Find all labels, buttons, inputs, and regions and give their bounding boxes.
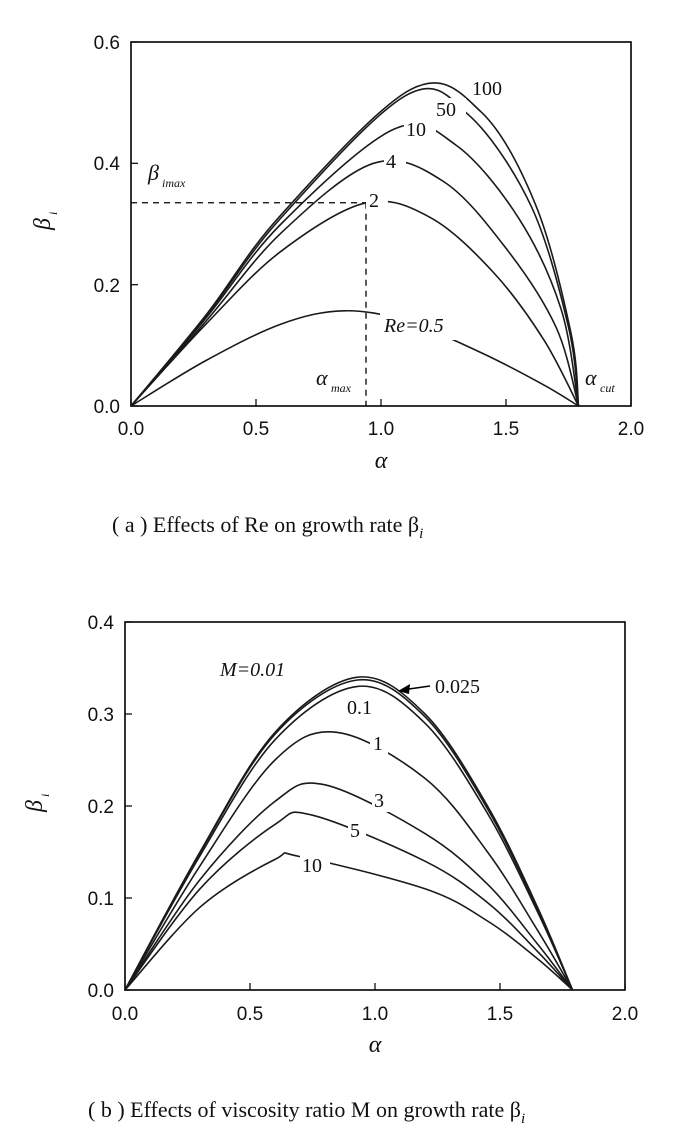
series-re-4-line <box>130 159 580 407</box>
chart-a-ytick-label: 0.2 <box>94 276 120 297</box>
series-label-2: 2 <box>369 190 379 212</box>
label-gap <box>300 853 330 877</box>
alpha-cut-subscript: cut <box>600 381 615 395</box>
series-label-0.025: 0.025 <box>435 676 480 698</box>
series-label-100: 100 <box>472 78 502 100</box>
series-label-re-0.5-text: Re=0.5 <box>383 315 444 337</box>
series-re-10-line <box>130 123 580 407</box>
alpha-cut-symbol: α <box>585 365 597 390</box>
chart-a-caption-subscript: i <box>419 526 423 542</box>
label-gap <box>404 118 436 142</box>
chart-b-ytick-label: 0.3 <box>88 705 114 726</box>
chart-a-y-axis-label: β i <box>30 212 60 231</box>
chart-a-xtick-label: 1.5 <box>493 419 519 440</box>
chart-b-y-axis-label: β i <box>22 794 52 813</box>
series-label-0.1: 0.1 <box>347 697 372 719</box>
series-m-1-line <box>124 730 574 991</box>
series-re-100-line <box>130 82 580 407</box>
label-gap <box>384 150 406 174</box>
label-gap <box>366 190 388 212</box>
chart-b-x-axis-label: α <box>369 1032 382 1058</box>
chart-a-x-axis-label: α <box>375 448 388 474</box>
chart-b-xtick-label: 1.0 <box>362 1004 388 1025</box>
series-label-3: 3 <box>374 790 384 812</box>
chart-a-ticks <box>130 41 632 407</box>
series-label-5: 5 <box>350 820 360 842</box>
chart-a-ytick-label: 0.4 <box>94 154 121 175</box>
series-m-0.025-line <box>124 678 574 991</box>
chart-a-xtick-label: 0.5 <box>243 419 269 440</box>
chart-b-xtick-label: 0.5 <box>237 1004 263 1025</box>
chart-b: 0.0 0.5 1.0 1.5 2.0 0.0 0.1 0.2 0.3 0.4 … <box>22 613 638 1127</box>
series-label-m-0.01: M=0.01 <box>219 659 285 681</box>
leader-arrow-0.025 <box>398 684 410 694</box>
chart-b-caption-text: ( b ) Effects of viscosity ratio M on gr… <box>88 1097 521 1122</box>
chart-a-y-axis-label-subscript: i <box>46 212 60 215</box>
chart-b-caption: ( b ) Effects of viscosity ratio M on gr… <box>88 1097 525 1127</box>
series-label-re-0.5: Re=0.5 <box>383 315 444 337</box>
chart-b-ytick-label: 0.1 <box>88 889 114 910</box>
chart-a: 0.0 0.5 1.0 1.5 2.0 0.0 0.2 0.4 0.6 α β … <box>30 33 644 542</box>
beta-max-symbol: β <box>147 160 159 185</box>
series-re-50-line <box>130 87 580 407</box>
chart-a-xtick-label: 0.0 <box>118 419 144 440</box>
label-gap <box>370 733 388 755</box>
chart-b-ticks <box>124 621 626 991</box>
label-gap <box>380 310 475 340</box>
chart-b-xtick-label: 2.0 <box>612 1004 638 1025</box>
series-m-5-line <box>124 811 574 991</box>
series-label-1: 1 <box>373 733 383 755</box>
series-label-m-0.01-text: M=0.01 <box>219 659 285 681</box>
chart-b-xtick-label: 0.0 <box>112 1004 138 1025</box>
series-m-0.1-line <box>124 685 574 991</box>
chart-a-caption-text: ( a ) Effects of Re on growth rate β <box>112 512 419 537</box>
label-gap <box>372 790 390 812</box>
chart-b-ytick-label: 0.0 <box>88 981 114 1002</box>
chart-b-y-axis-label-subscript: i <box>38 794 52 797</box>
chart-a-xtick-label: 1.0 <box>368 419 394 440</box>
series-label-10: 10 <box>406 119 426 141</box>
label-gap <box>434 98 466 122</box>
chart-a-xtick-label: 2.0 <box>618 419 644 440</box>
chart-b-xtick-label: 1.5 <box>487 1004 513 1025</box>
chart-a-caption: ( a ) Effects of Re on growth rate βi <box>112 512 423 542</box>
chart-a-ytick-label: 0.0 <box>94 397 120 418</box>
alpha-cut-annotation: α cut <box>585 365 615 395</box>
series-re-2-line <box>130 200 580 407</box>
series-m-3-line <box>124 782 574 991</box>
chart-a-y-axis-label-text: β <box>30 218 56 231</box>
chart-b-ytick-label: 0.4 <box>88 613 115 634</box>
series-re-0.5-line <box>130 309 580 407</box>
series-label-10: 10 <box>302 855 322 877</box>
beta-max-annotation: β imax <box>147 160 186 190</box>
series-label-50: 50 <box>436 99 456 121</box>
chart-a-plot-frame <box>130 41 632 407</box>
chart-b-y-axis-label-text: β <box>22 800 48 813</box>
chart-b-caption-subscript: i <box>521 1111 525 1127</box>
alpha-max-annotation: α max <box>316 365 352 395</box>
beta-max-subscript: imax <box>162 176 186 190</box>
alpha-max-subscript: max <box>331 381 352 395</box>
label-gap <box>345 697 367 719</box>
series-label-4: 4 <box>386 151 396 173</box>
chart-b-ytick-label: 0.2 <box>88 797 114 818</box>
chart-a-ytick-label: 0.6 <box>94 33 120 54</box>
alpha-max-symbol: α <box>316 365 328 390</box>
series-m-10-line <box>124 852 574 991</box>
label-gap <box>348 820 366 842</box>
